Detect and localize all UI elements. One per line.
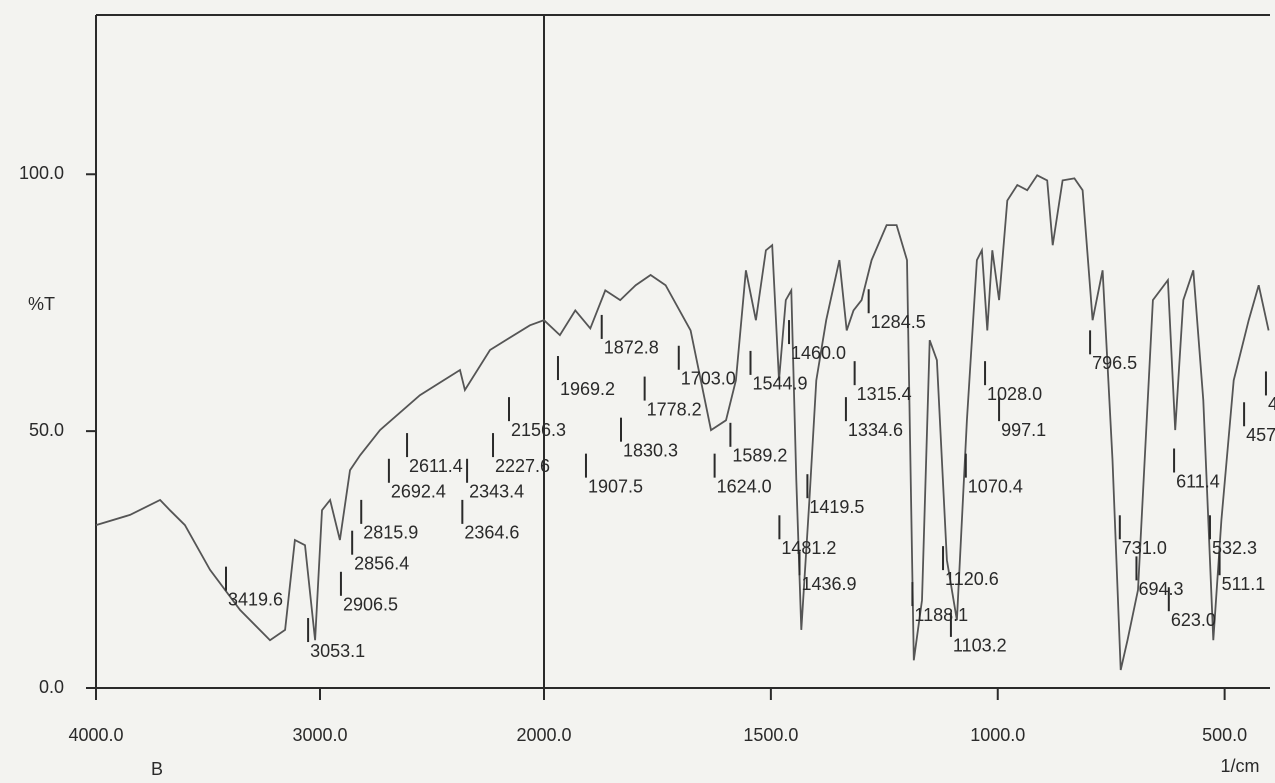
x-tick-label: 500.0 — [1202, 725, 1247, 745]
peak-label: 532.3 — [1212, 538, 1257, 558]
x-unit: 1/cm — [1220, 756, 1259, 776]
peak-label: 1103.2 — [953, 636, 1007, 656]
peak-label: 1907.5 — [588, 476, 643, 496]
peak-label: 1624.0 — [717, 476, 772, 496]
peak-label: 1544.9 — [753, 374, 808, 394]
peak-label: 511.1 — [1222, 574, 1266, 594]
peak-label: 1830.3 — [623, 440, 678, 460]
y-tick-label: 100.0 — [19, 163, 64, 183]
peak-label: 1070.4 — [968, 476, 1023, 496]
peak-label: 1481.2 — [781, 538, 836, 558]
x-tick-label: 1000.0 — [970, 725, 1025, 745]
peak-label: 2906.5 — [343, 595, 398, 615]
peak-label: 1120.6 — [945, 569, 999, 589]
peak-label: 3419.6 — [228, 589, 283, 609]
y-tick-label: 0.0 — [39, 677, 64, 697]
peak-label: 1969.2 — [560, 379, 615, 399]
peak-label: 731.0 — [1122, 538, 1167, 558]
peak-label: 1188.1 — [914, 605, 968, 625]
sample-label: B — [151, 759, 163, 779]
x-tick-label: 4000.0 — [68, 725, 123, 745]
peak-label: 1419.5 — [809, 497, 864, 517]
peak-label: 2156.3 — [511, 420, 566, 440]
peak-label: 1872.8 — [604, 338, 659, 358]
peak-label: 2692.4 — [391, 482, 446, 502]
peak-label: 796.5 — [1092, 353, 1137, 373]
peak-label: 408.9 — [1268, 394, 1275, 414]
peak-label: 1334.6 — [848, 420, 903, 440]
y-tick-label: 50.0 — [29, 420, 64, 440]
peak-label: 611.4 — [1176, 471, 1220, 491]
x-tick-label: 3000.0 — [292, 725, 347, 745]
peak-label: 1778.2 — [647, 399, 702, 419]
peak-label: 1703.0 — [681, 369, 736, 389]
peak-label: 2856.4 — [354, 553, 409, 573]
peak-label: 457.1 — [1246, 425, 1275, 445]
peak-label: 1436.9 — [802, 574, 857, 594]
peak-label: 3053.1 — [310, 641, 365, 661]
peak-label: 1284.5 — [871, 312, 926, 332]
peak-label: 1315.4 — [857, 384, 912, 404]
peak-label: 1028.0 — [987, 384, 1042, 404]
peak-label: 2611.4 — [409, 456, 463, 476]
peak-label: 694.3 — [1138, 579, 1183, 599]
peak-label: 2343.4 — [469, 482, 524, 502]
peak-label: 997.1 — [1001, 420, 1046, 440]
peak-label: 2227.6 — [495, 456, 550, 476]
peak-label: 623.0 — [1171, 610, 1216, 630]
x-tick-label: 1500.0 — [743, 725, 798, 745]
y-axis-label: %T — [28, 294, 55, 314]
x-tick-label: 2000.0 — [516, 725, 571, 745]
peak-label: 1460.0 — [791, 343, 846, 363]
peak-label: 2364.6 — [464, 523, 519, 543]
peak-label: 1589.2 — [732, 446, 787, 466]
spectrum-line — [95, 174, 1270, 671]
peak-label: 2815.9 — [363, 523, 418, 543]
